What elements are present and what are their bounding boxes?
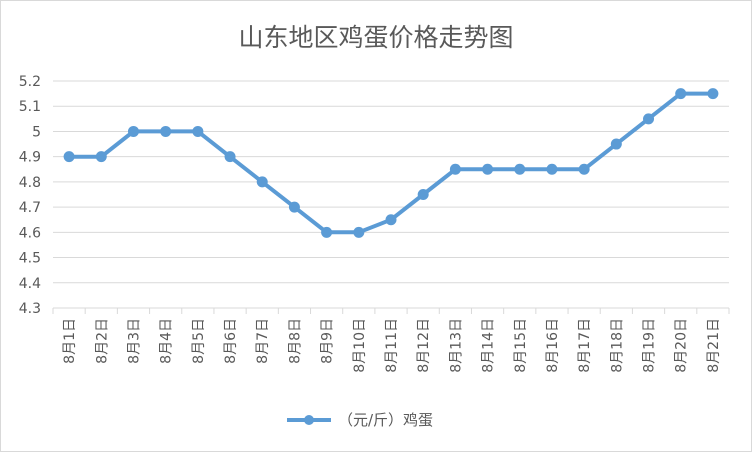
- legend-point-marker: [304, 415, 314, 425]
- data-point: [224, 151, 236, 163]
- data-point: [417, 189, 429, 200]
- y-tick-labels: 4.3 4.4 4.5 4.6 4.7 4.8 4.9 5 5.1 5.2: [19, 74, 41, 317]
- y-tick-label: 5.2: [19, 74, 41, 90]
- x-tick-label: 8月3日: [126, 318, 142, 364]
- x-tick-label: 8月14日: [481, 318, 497, 373]
- y-tick-label: 4.9: [19, 150, 41, 166]
- x-tick-label: 8月15日: [513, 318, 529, 373]
- x-tick-label: 8月5日: [191, 318, 207, 364]
- x-tick-label: 8月8日: [287, 318, 303, 364]
- data-point: [643, 113, 655, 125]
- data-point: [63, 151, 75, 163]
- data-point: [482, 163, 494, 175]
- x-tick-label: 8月4日: [159, 318, 175, 364]
- data-point: [353, 226, 365, 238]
- data-point: [288, 201, 300, 213]
- x-tick-label: 8月7日: [255, 318, 271, 364]
- x-tick-label: 8月20日: [674, 318, 690, 373]
- x-tick-label: 8月1日: [62, 318, 78, 364]
- x-tick-label: 8月19日: [642, 318, 658, 373]
- gridlines: [52, 80, 730, 314]
- series-line: [69, 91, 713, 235]
- x-tick-label: 8月9日: [320, 318, 336, 364]
- x-tick-label: 8月17日: [577, 318, 593, 373]
- y-tick-label: 4.3: [19, 301, 41, 317]
- x-tick-label: 8月12日: [416, 318, 432, 373]
- x-tick-label: 8月18日: [609, 318, 625, 373]
- x-tick-label: 8月6日: [223, 318, 239, 364]
- x-tick-label: 8月2日: [94, 318, 110, 364]
- y-tick-label: 4.5: [19, 251, 41, 267]
- data-point: [610, 138, 622, 150]
- x-tick-label: 8月13日: [448, 318, 464, 373]
- data-point: [578, 163, 590, 175]
- data-point: [321, 226, 333, 238]
- y-tick-label: 4.7: [19, 200, 41, 216]
- y-tick-label: 5: [32, 124, 41, 140]
- data-point: [95, 151, 107, 163]
- data-point: [675, 88, 687, 100]
- x-tick-label: 8月11日: [384, 318, 400, 373]
- y-tick-label: 4.8: [19, 175, 41, 191]
- legend: （元/斤）鸡蛋: [287, 411, 433, 429]
- data-point: [256, 176, 268, 188]
- series-layer: [63, 88, 719, 238]
- x-tick-label: 8月21日: [706, 318, 722, 373]
- chart-title: 山东地区鸡蛋价格走势图: [238, 23, 513, 52]
- data-point: [160, 125, 172, 137]
- x-tick-labels: 8月1日 8月2日 8月3日 8月4日 8月5日 8月6日 8月7日 8月8日 8月9日 8月10…: [62, 318, 722, 373]
- legend-label: （元/斤）鸡蛋: [338, 411, 433, 429]
- data-point: [127, 125, 139, 137]
- data-point: [707, 88, 719, 100]
- x-tick-label: 8月10日: [352, 318, 368, 373]
- data-point: [449, 163, 461, 175]
- data-point: [385, 214, 397, 226]
- y-tick-label: 5.1: [19, 99, 41, 115]
- y-tick-label: 4.6: [19, 225, 41, 241]
- y-tick-label: 4.4: [19, 276, 41, 292]
- data-point: [514, 163, 526, 175]
- x-tick-label: 8月16日: [545, 318, 561, 373]
- data-point: [546, 163, 558, 175]
- data-point: [192, 125, 204, 137]
